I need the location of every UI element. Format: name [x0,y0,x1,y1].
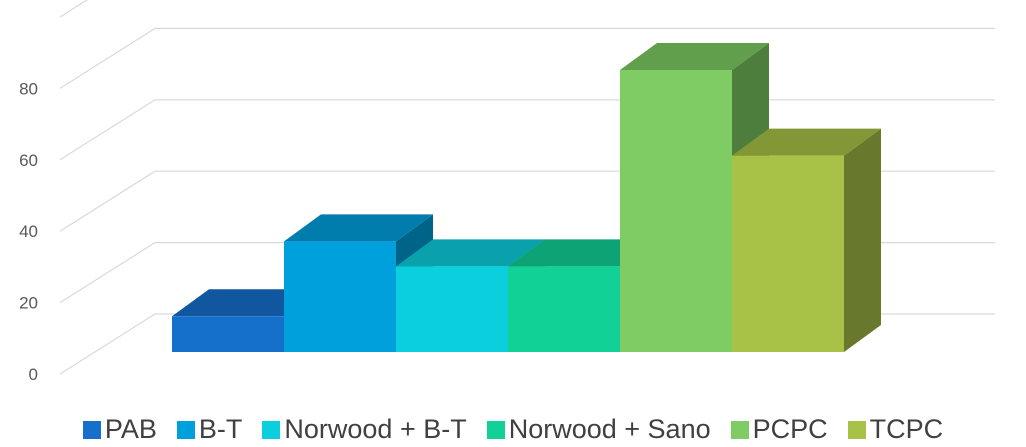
y-tick-label-60: 60 [19,151,38,170]
y-tick-label-80: 80 [19,79,38,98]
legend-item-tcpc: TCPC [847,414,944,445]
legend-item-pcpc: PCPC [730,414,828,445]
y-tick-label-0: 0 [29,365,38,384]
bar-tcpc [732,128,881,352]
bar-top-face [508,239,657,267]
y-axis-ticks: 0 20 40 60 80 [19,79,38,384]
bar-chart-3d: 0 20 40 60 80 [19,0,995,384]
legend: PAB B-T Norwood + B-T Norwood + Sano PCPC TCP… [0,412,1026,447]
bar-front-face [732,155,844,352]
bar-side-face [844,128,881,352]
bar-front-face [172,316,284,352]
legend-label: Norwood + B-T [284,414,467,444]
bar-front-face [396,266,508,352]
legend-label: B-T [198,414,243,444]
bar-front-face [620,69,732,352]
bar-b-t [284,214,433,352]
legend-item-norwood-sano: Norwood + Sano [486,414,711,445]
bar-top-face [620,42,769,70]
legend-label: PCPC [752,414,828,444]
bar-pcpc [620,42,769,352]
y-tick-label-20: 20 [19,294,38,313]
bar-front-face [508,266,620,352]
bar-top-face [284,214,433,242]
legend-label: TCPC [869,414,944,444]
legend-label: PAB [104,414,157,444]
gridline-100 [59,0,89,18]
legend-item-norwood-b-t: Norwood + B-T [262,414,467,445]
y-tick-label-40: 40 [19,222,38,241]
legend-swatch [176,420,195,439]
legend-item-b-t: B-T [176,414,243,445]
legend-swatch [262,420,281,439]
legend-swatch [82,420,101,439]
bar-top-face [172,289,321,317]
gridline-80 [59,27,995,89]
bar-top-face [396,239,545,267]
legend-label: Norwood + Sano [508,414,711,444]
legend-swatch [847,420,866,439]
legend-item-pab: PAB [82,414,157,445]
bars [172,42,881,352]
legend-swatch [486,420,505,439]
legend-swatch [730,420,749,439]
bar-front-face [284,241,396,352]
bar-top-face [732,128,881,156]
